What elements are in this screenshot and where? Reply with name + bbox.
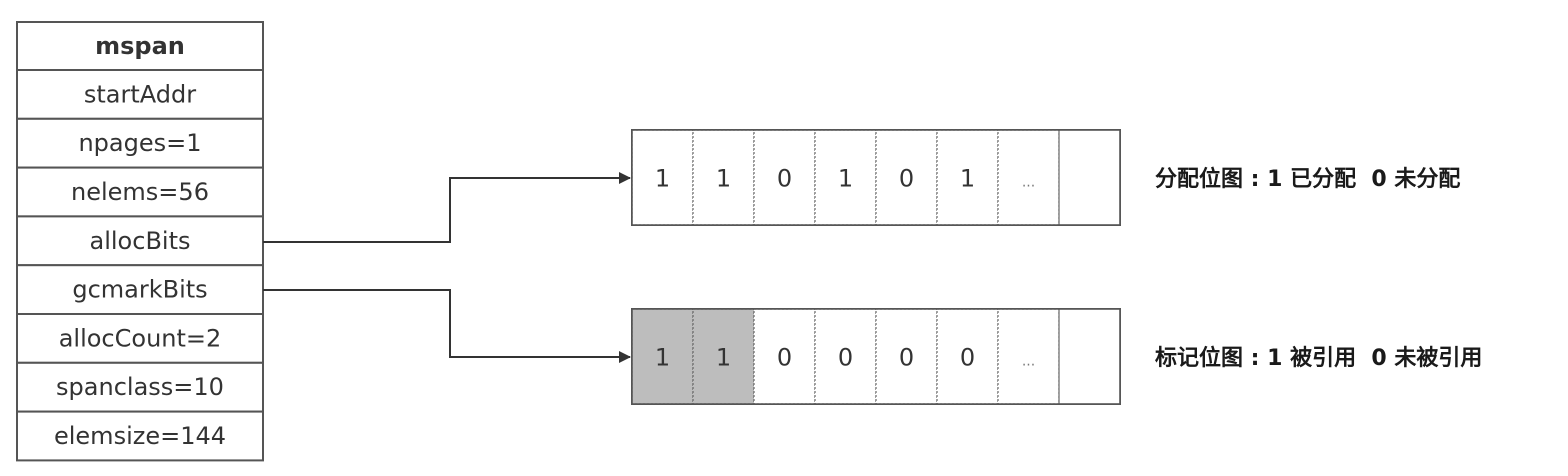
mspan-title: mspan xyxy=(95,32,185,60)
mspan-field-elemsize: elemsize=144 xyxy=(54,422,226,450)
bit-value: 1 xyxy=(716,344,731,372)
bit-cell xyxy=(692,308,755,405)
bit-value: 1 xyxy=(655,344,670,372)
bit-value: 0 xyxy=(899,344,914,372)
allocbits-arrow xyxy=(263,172,631,243)
mspan-field-nelems: nelems=56 xyxy=(71,178,209,206)
mspan-field-row-nelems xyxy=(16,166,264,218)
mspan-field-row-gcmarkbits xyxy=(16,264,264,316)
mspan-field-row-spanclass xyxy=(16,361,264,413)
gcmark-bitmap-legend: 标记位图 : 1 被引用 0 未被引用 xyxy=(1155,345,1482,371)
bit-value: 1 xyxy=(655,165,670,193)
bit-cell xyxy=(814,308,877,405)
bit-value: 0 xyxy=(960,344,975,372)
bit-value: 1 xyxy=(716,165,731,193)
mspan-field-npages: npages=1 xyxy=(78,129,201,157)
alloc-bitmap: 1 1 0 1 0 1... xyxy=(631,129,1121,226)
bit-value: 0 xyxy=(777,165,792,193)
bit-value: 0 xyxy=(899,165,914,193)
bit-cell xyxy=(814,129,877,226)
gcmark-bitmap-outline xyxy=(631,308,1121,405)
mspan-field-row-elemsize xyxy=(16,410,264,462)
bit-cell xyxy=(875,129,938,226)
bit-cell xyxy=(1058,129,1121,226)
bit-cell xyxy=(753,129,816,226)
bit-cell xyxy=(936,129,999,226)
mspan-field-alloccount: allocCount=2 xyxy=(59,324,222,352)
alloc-bitmap-legend: 分配位图 : 1 已分配 0 未分配 xyxy=(1155,166,1460,192)
mspan-struct-table: mspan startAddr npages=1 nelems=56 allocBit… xyxy=(16,21,264,462)
gcmarkbits-arrow xyxy=(263,289,631,363)
bit-cell xyxy=(875,308,938,405)
bit-cell xyxy=(997,308,1060,405)
bit-value: 1 xyxy=(960,165,975,193)
mspan-field-gcmarkbits: gcmarkBits xyxy=(72,276,207,304)
bit-cell xyxy=(936,308,999,405)
bit-value: 0 xyxy=(838,344,853,372)
mspan-field-startaddr: startAddr xyxy=(84,80,196,108)
bit-value: 1 xyxy=(838,165,853,193)
gcmark-bitmap: 1 1 0 0 0 0... xyxy=(631,308,1121,405)
bit-value: 0 xyxy=(777,344,792,372)
mspan-field-spanclass: spanclass=10 xyxy=(56,373,224,401)
bit-cell xyxy=(1058,308,1121,405)
bit-value: ... xyxy=(1022,175,1035,191)
mspan-field-allocbits: allocBits xyxy=(90,227,191,255)
mspan-title-cell xyxy=(16,21,264,71)
alloc-bitmap-outline xyxy=(631,129,1121,226)
mspan-field-row-startaddr xyxy=(16,69,264,120)
bit-cell xyxy=(753,308,816,405)
bit-value: ... xyxy=(1022,354,1035,370)
